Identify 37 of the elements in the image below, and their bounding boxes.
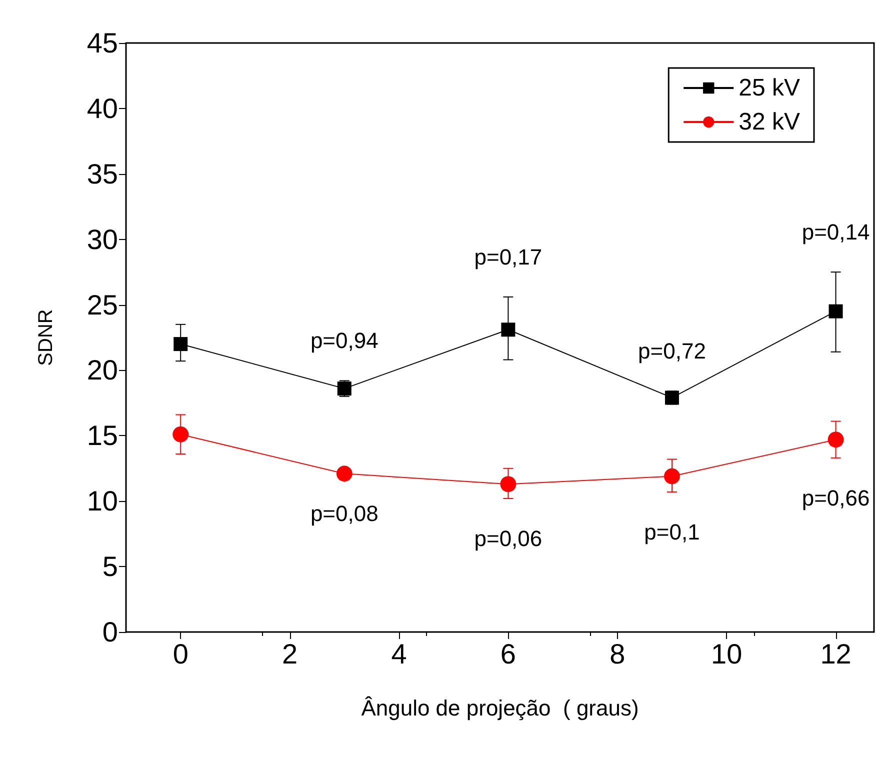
point <box>664 468 680 484</box>
point <box>172 426 189 442</box>
annotation: p=0,06 <box>474 526 542 551</box>
annotation: p=0,17 <box>474 244 542 270</box>
point <box>828 304 843 318</box>
y-tick-label: 5 <box>102 551 118 582</box>
point <box>501 322 516 337</box>
y-tick-label: 30 <box>86 224 118 255</box>
y-axis-title: SDNR <box>35 309 57 366</box>
x-tick-label: 8 <box>610 638 626 670</box>
point <box>174 337 188 352</box>
legend-label: 32 kV <box>738 108 800 136</box>
annotation: p=0,72 <box>638 338 706 364</box>
y-tick-label: 10 <box>86 486 118 517</box>
point <box>828 432 844 448</box>
x-tick-label: 12 <box>820 638 852 670</box>
annotation: p=0,08 <box>310 501 378 526</box>
legend-label: 25 kV <box>738 74 800 102</box>
x-tick-label: 6 <box>500 638 516 670</box>
x-tick-label: 0 <box>172 638 188 670</box>
x-axis-title: Ângulo de projeção ( graus) <box>361 696 639 720</box>
y-tick-label: 15 <box>86 420 118 452</box>
x-tick-label: 4 <box>391 638 407 670</box>
y-tick-label: 40 <box>86 92 118 124</box>
point <box>336 466 352 482</box>
y-tick-label: 20 <box>86 354 118 386</box>
y-tick-label: 45 <box>86 28 118 58</box>
y-tick-label: 25 <box>86 289 118 320</box>
annotation: p=0,94 <box>310 328 378 354</box>
x-tick-label: 10 <box>711 638 742 670</box>
annotation: p=0,1 <box>644 519 700 544</box>
x-tick-label: 2 <box>282 638 298 670</box>
point <box>500 476 516 492</box>
y-tick-label: 35 <box>86 158 118 190</box>
annotation: p=0,14 <box>802 220 870 245</box>
annotation: p=0,66 <box>802 485 870 510</box>
y-tick-label: 0 <box>102 616 118 648</box>
